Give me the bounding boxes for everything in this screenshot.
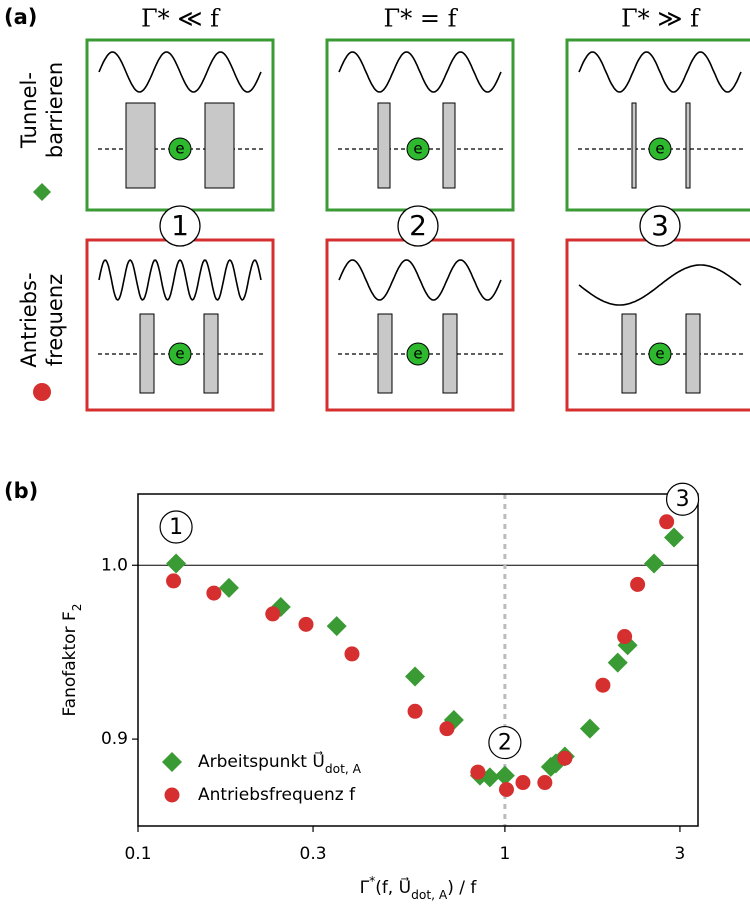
data-point	[470, 765, 485, 780]
barrier	[205, 103, 234, 188]
barrier	[622, 314, 636, 393]
legend-label-part: Arbeitspunkt U⃗	[198, 750, 325, 772]
legend-marker	[162, 752, 182, 772]
data-point	[206, 586, 221, 601]
y-axis-label: Fanofaktor F2	[60, 603, 84, 716]
panel-label: (b)	[4, 479, 38, 503]
legend-label-part: Antriebsfrequenz f	[198, 785, 356, 805]
data-point	[595, 678, 610, 693]
row-marker	[33, 383, 51, 401]
data-point	[644, 554, 664, 574]
annotation: 1	[169, 515, 183, 540]
y-axis-label-part: 2	[70, 603, 84, 611]
data-point	[166, 554, 186, 574]
barrier	[686, 314, 700, 393]
panel-box	[567, 40, 750, 210]
x-tick-label: 3	[675, 844, 686, 864]
row-label-line: barrieren	[43, 62, 67, 158]
barrier	[126, 103, 155, 188]
data-point	[265, 606, 280, 621]
row-marker	[33, 183, 51, 201]
row-label: Tunnel-barrieren	[17, 62, 67, 158]
data-point	[515, 775, 530, 790]
barrier	[443, 103, 455, 188]
data-point	[344, 646, 359, 661]
x-tick-label: 0.1	[124, 844, 151, 864]
data-point	[219, 578, 239, 598]
row-label-line: frequenz	[43, 274, 67, 366]
data-point	[499, 782, 514, 797]
data-point	[327, 616, 347, 636]
data-point	[608, 653, 628, 673]
wave	[579, 265, 741, 305]
data-point	[166, 573, 181, 588]
wave	[339, 52, 501, 92]
panel-box	[87, 240, 273, 410]
y-axis-label-part: Fanofaktor F	[60, 611, 80, 716]
data-point	[557, 751, 572, 766]
barrier	[140, 314, 154, 393]
barrier	[686, 103, 690, 188]
y-tick-label: 0.9	[101, 729, 128, 749]
row-label-line: Antriebs-	[17, 272, 41, 367]
barrier	[204, 314, 218, 393]
panel-box	[327, 240, 513, 410]
wave	[579, 52, 741, 92]
barrier	[378, 103, 390, 188]
barrier	[632, 103, 636, 188]
number-label: 1	[171, 209, 189, 242]
panel-box	[567, 240, 750, 410]
wave	[99, 260, 261, 300]
data-point	[439, 721, 454, 736]
electron-label: e	[413, 345, 422, 363]
x-axis-label: Γ*(f, U⃗dot, A) / f	[360, 874, 478, 902]
wave	[339, 260, 501, 300]
legend-marker	[165, 788, 180, 803]
data-point	[405, 667, 425, 687]
electron-label: e	[175, 140, 184, 158]
data-point	[664, 527, 684, 547]
data-point	[630, 577, 645, 592]
annotation: 3	[676, 487, 690, 512]
number-label: 3	[651, 209, 669, 242]
panel-label: (a)	[4, 5, 37, 29]
row-label: Antriebs-frequenz	[17, 272, 67, 367]
data-point	[659, 514, 674, 529]
column-header: Γ* ≫ f	[621, 5, 701, 33]
data-point	[537, 775, 552, 790]
electron-label: e	[655, 140, 664, 158]
number-label: 2	[409, 209, 427, 242]
wave	[99, 52, 261, 92]
column-header: Γ* = f	[384, 5, 459, 33]
x-axis-label-part: ) / f	[447, 878, 477, 898]
panel-box	[87, 40, 273, 210]
data-point	[580, 719, 600, 739]
panel-box	[327, 40, 513, 210]
legend-label-part: dot, A	[325, 762, 362, 776]
barrier	[443, 314, 457, 393]
figure: (a) (b) Γ* ≪ f Γ* = f Γ* ≫ f Tunnel-barrier…	[0, 0, 750, 906]
electron-label: e	[175, 345, 184, 363]
x-axis-label-part: (f, U⃗	[375, 876, 411, 898]
barrier	[378, 314, 392, 393]
column-header: Γ* ≪ f	[141, 5, 221, 33]
legend-label: Antriebsfrequenz f	[198, 785, 356, 805]
x-axis-label-part: dot, A	[411, 888, 448, 902]
row-label-line: Tunnel-	[17, 72, 41, 149]
data-point	[298, 617, 313, 632]
data-point	[408, 704, 423, 719]
data-point	[617, 629, 632, 644]
electron-label: e	[655, 345, 664, 363]
annotation: 2	[498, 731, 512, 756]
y-tick-label: 1.0	[101, 555, 128, 575]
legend-label: Arbeitspunkt U⃗dot, A	[198, 750, 362, 776]
x-tick-label: 1	[499, 844, 510, 864]
panel-a: Γ* ≪ f Γ* = f Γ* ≫ f Tunnel-barrieren e e e Ant…	[17, 5, 750, 411]
x-tick-label: 0.3	[300, 844, 327, 864]
electron-label: e	[413, 140, 422, 158]
